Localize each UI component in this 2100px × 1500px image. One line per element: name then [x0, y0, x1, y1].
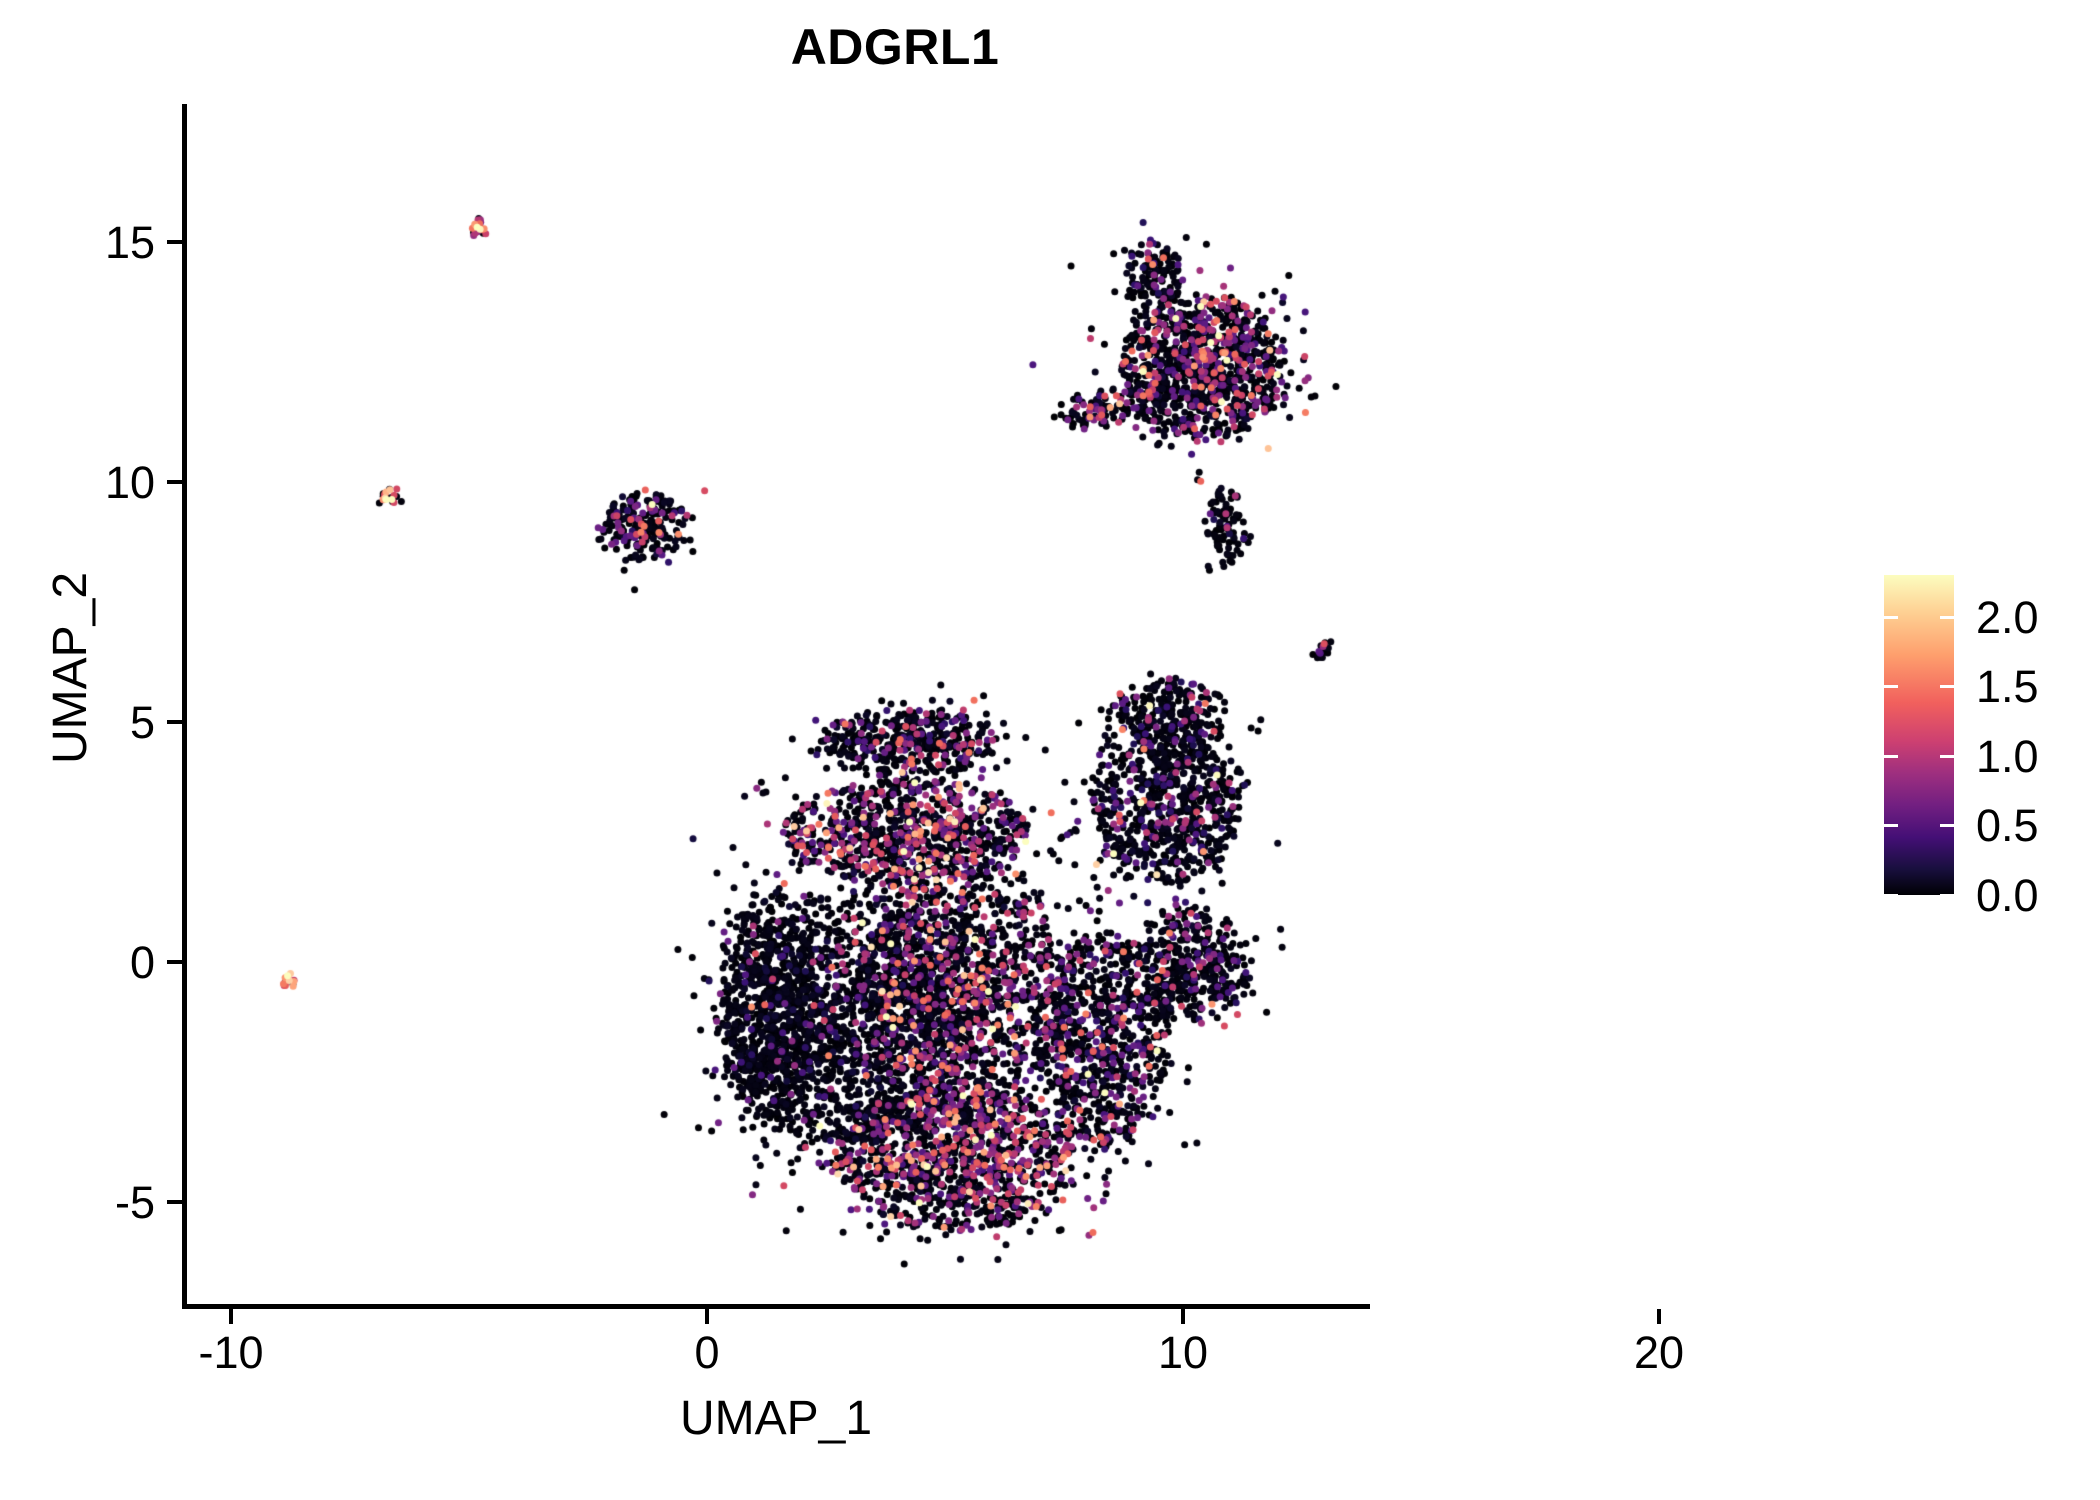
y-tick--5	[167, 1200, 182, 1204]
y-tick-label-10: 10	[104, 457, 155, 508]
x-axis-line	[182, 1304, 1370, 1309]
x-tick-label-20: 20	[1633, 1327, 1685, 1378]
colorbar-label-2.0: 2.0	[1976, 591, 2039, 643]
y-tick-0	[167, 960, 182, 964]
colorbar-label-1.0: 1.0	[1976, 730, 2039, 782]
y-tick-label-0: 0	[129, 937, 155, 988]
x-tick-0	[705, 1309, 709, 1324]
x-tick--10	[229, 1309, 233, 1324]
y-tick-5	[167, 720, 182, 724]
x-tick-label-10: 10	[1157, 1327, 1209, 1378]
x-tick-label-0: 0	[694, 1327, 720, 1378]
colorbar-label-1.5: 1.5	[1976, 661, 2039, 713]
y-tick-label-15: 15	[104, 217, 155, 268]
y-tick-10	[167, 480, 182, 484]
y-tick-15	[167, 240, 182, 244]
colorbar-label-0.5: 0.5	[1976, 800, 2039, 852]
plot-panel	[182, 104, 1370, 1304]
y-axis-title: UMAP_2	[44, 571, 97, 765]
y-tick-label--5: -5	[114, 1177, 155, 1228]
x-tick-label--10: -10	[198, 1327, 264, 1378]
y-tick-label-5: 5	[129, 697, 155, 748]
colorbar-tick-1.5	[1884, 685, 1954, 689]
colorbar-label-0.0: 0.0	[1976, 870, 2039, 921]
colorbar-tick-2.0	[1884, 615, 1954, 619]
scatter-canvas	[182, 104, 1370, 1304]
y-axis-line	[182, 104, 187, 1309]
colorbar-tick-0.0	[1884, 894, 1954, 897]
x-tick-20	[1657, 1309, 1661, 1324]
colorbar-tick-0.5	[1884, 824, 1954, 828]
page-title: ADGRL1	[790, 19, 1000, 75]
x-tick-10	[1181, 1309, 1185, 1324]
x-axis-title: UMAP_1	[679, 1392, 873, 1445]
colorbar-gradient	[1884, 575, 1954, 895]
colorbar-tick-1.0	[1884, 754, 1954, 758]
